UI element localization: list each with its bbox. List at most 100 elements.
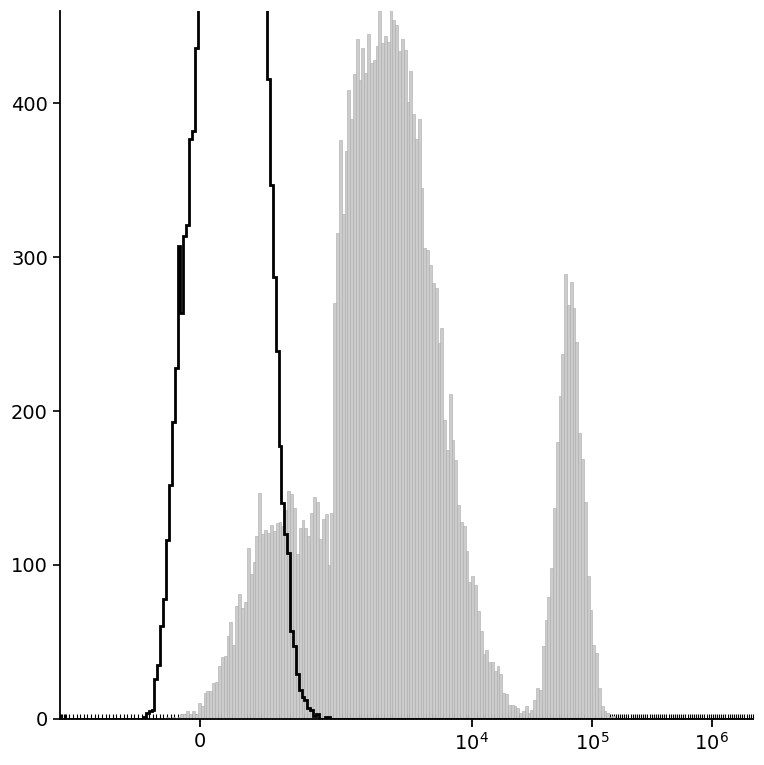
Bar (455, 461, 457, 719)
Bar (483, 654, 485, 719)
Bar (545, 620, 547, 719)
Bar (573, 308, 575, 719)
Bar (403, 50, 406, 719)
Bar (192, 711, 195, 719)
Bar (525, 707, 528, 719)
Bar (494, 671, 497, 719)
Bar (203, 692, 206, 719)
Bar (180, 715, 183, 719)
Bar (358, 80, 361, 719)
Bar (229, 622, 232, 719)
Bar (270, 525, 273, 719)
Bar (595, 653, 598, 719)
Bar (520, 713, 522, 719)
Bar (542, 646, 545, 719)
Bar (505, 694, 508, 719)
Bar (206, 691, 209, 719)
Bar (244, 602, 247, 719)
Bar (508, 705, 510, 719)
Bar (432, 283, 435, 719)
Bar (325, 514, 328, 719)
Bar (390, 2, 393, 719)
Bar (438, 343, 440, 719)
Bar (322, 519, 325, 719)
Bar (183, 715, 186, 719)
Bar (604, 711, 607, 719)
Bar (201, 707, 203, 719)
Bar (378, 11, 381, 719)
Bar (296, 554, 299, 719)
Bar (584, 502, 587, 719)
Bar (241, 608, 244, 719)
Bar (370, 63, 373, 719)
Bar (555, 442, 558, 719)
Bar (212, 683, 215, 719)
Bar (333, 304, 336, 719)
Bar (227, 636, 229, 719)
Bar (513, 707, 516, 719)
Bar (305, 528, 307, 719)
Bar (238, 594, 241, 719)
Bar (452, 441, 455, 719)
Bar (328, 565, 331, 719)
Bar (261, 534, 264, 719)
Bar (232, 645, 235, 719)
Bar (463, 526, 466, 719)
Bar (166, 718, 169, 719)
Bar (356, 39, 358, 719)
Bar (195, 715, 198, 719)
Bar (255, 536, 258, 719)
Bar (460, 522, 463, 719)
Bar (558, 396, 562, 719)
Bar (448, 394, 452, 719)
Bar (601, 707, 604, 719)
Bar (550, 568, 553, 719)
Bar (567, 305, 570, 719)
Bar (423, 248, 426, 719)
Bar (221, 657, 224, 719)
Bar (345, 151, 348, 719)
Bar (253, 562, 255, 719)
Bar (435, 288, 438, 719)
Bar (290, 494, 293, 719)
Bar (350, 119, 353, 719)
Bar (381, 44, 384, 719)
Bar (218, 666, 221, 719)
Bar (581, 459, 584, 719)
Bar (468, 582, 471, 719)
Bar (172, 718, 175, 719)
Bar (393, 21, 395, 719)
Bar (570, 282, 573, 719)
Bar (339, 140, 342, 719)
Bar (186, 711, 189, 719)
Bar (364, 73, 367, 719)
Bar (235, 607, 238, 719)
Bar (533, 700, 536, 719)
Bar (319, 539, 322, 719)
Bar (287, 491, 290, 719)
Bar (562, 354, 565, 719)
Bar (528, 713, 530, 719)
Bar (331, 513, 333, 719)
Bar (247, 548, 250, 719)
Bar (412, 114, 415, 719)
Bar (293, 508, 296, 719)
Bar (421, 188, 423, 719)
Bar (426, 249, 429, 719)
Bar (279, 522, 281, 719)
Bar (395, 25, 398, 719)
Bar (598, 688, 601, 719)
Bar (209, 691, 212, 719)
Bar (485, 649, 488, 719)
Bar (553, 508, 555, 719)
Bar (313, 497, 316, 719)
Bar (361, 48, 364, 719)
Bar (497, 666, 500, 719)
Bar (276, 523, 279, 719)
Bar (281, 526, 284, 719)
Bar (316, 502, 319, 719)
Bar (336, 233, 339, 719)
Bar (342, 214, 345, 719)
Bar (418, 119, 421, 719)
Bar (592, 645, 595, 719)
